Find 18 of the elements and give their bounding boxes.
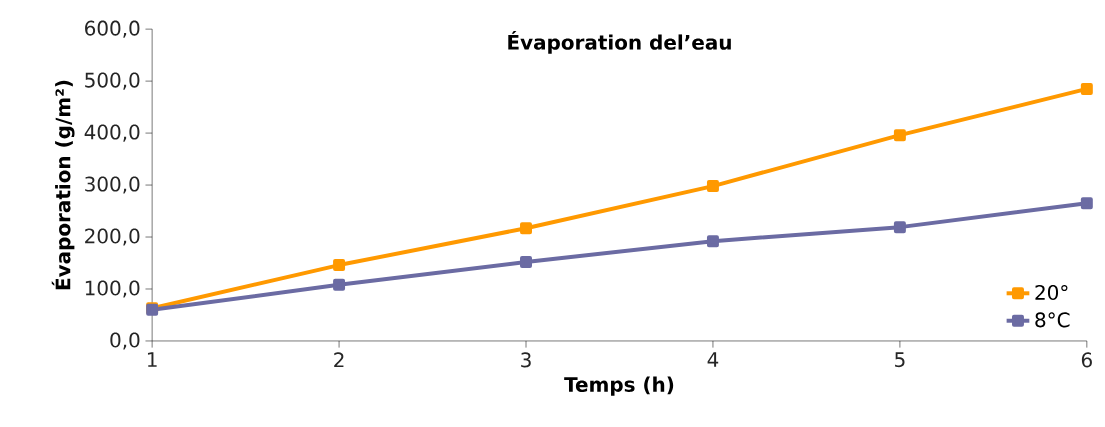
x-tick-label: 5	[895, 352, 905, 368]
x-tick-label: 4	[707, 352, 719, 367]
legend-label: 20°	[1035, 284, 1068, 301]
y-tick-label: 300,0	[85, 176, 140, 194]
chart-title: Évaporation del’eau	[508, 31, 731, 54]
y-tick-label: 600,0	[85, 20, 140, 38]
y-tick-label: 500,0	[85, 72, 140, 90]
legend-label: 8°C	[1035, 312, 1070, 328]
x-tick-label: 2	[334, 352, 344, 368]
y-axis-title: Évaporation (g/m²)	[51, 80, 75, 290]
x-tick-label: 1	[147, 352, 157, 367]
y-tick-label: 400,0	[84, 124, 140, 142]
y-tick-label: 0,0	[110, 332, 140, 350]
x-tick-label: 6	[1081, 352, 1092, 368]
x-tick-label: 3	[521, 352, 531, 368]
y-tick-label: 200,0	[85, 228, 140, 246]
x-axis-title: Temps (h)	[564, 376, 674, 396]
y-tick-label: 100,0	[85, 280, 140, 298]
